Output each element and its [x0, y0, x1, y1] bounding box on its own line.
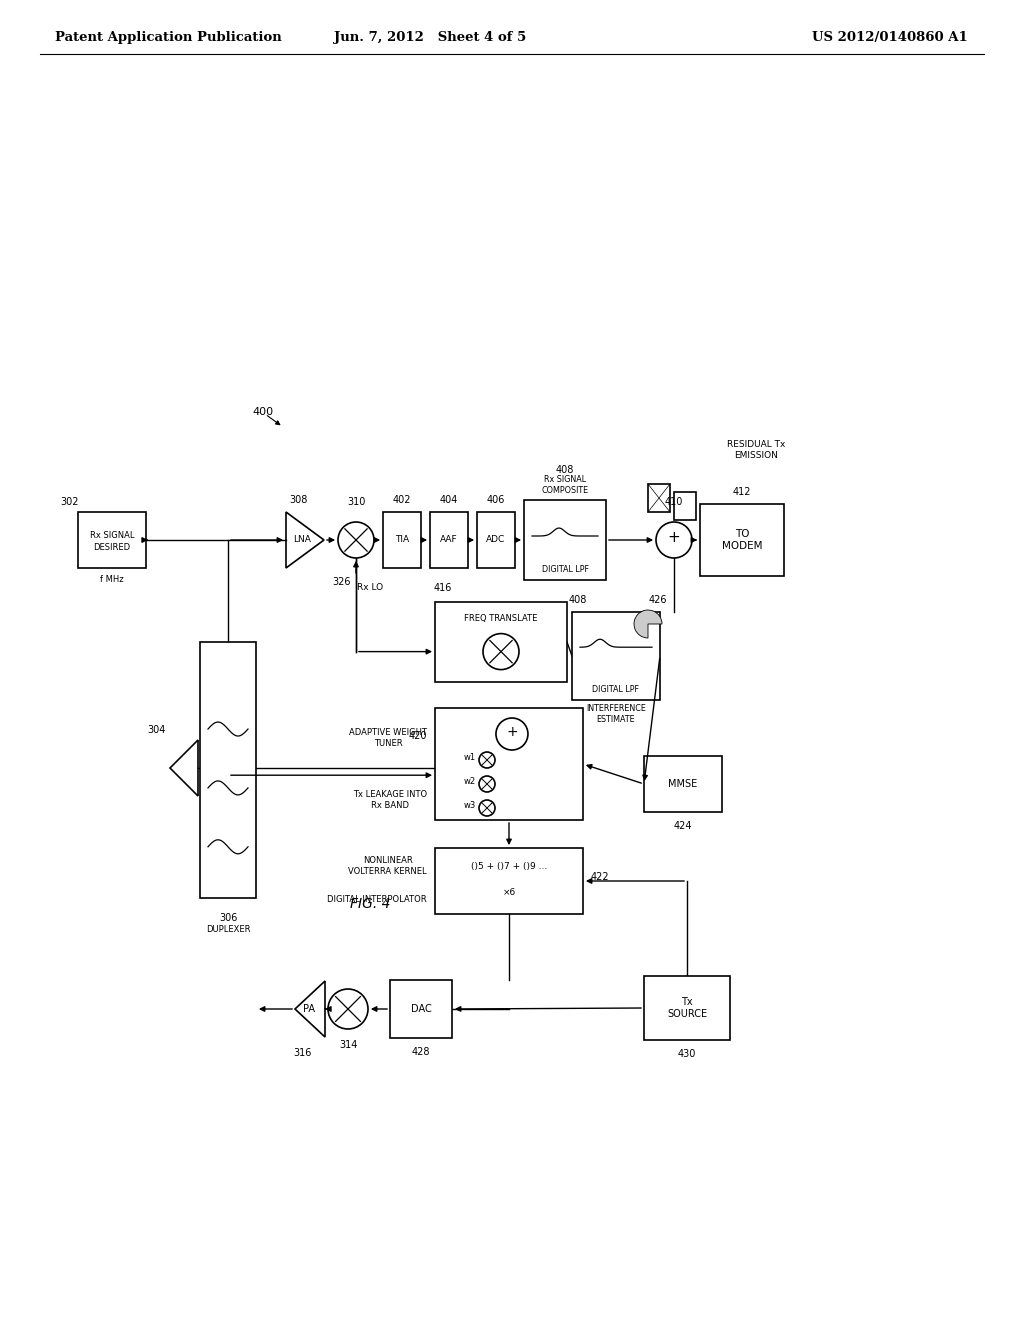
Text: MMSE: MMSE [669, 779, 697, 789]
Text: US 2012/0140860 A1: US 2012/0140860 A1 [812, 30, 968, 44]
Text: INTERFERENCE
ESTIMATE: INTERFERENCE ESTIMATE [586, 705, 646, 723]
Text: Tx
SOURCE: Tx SOURCE [667, 997, 707, 1019]
Text: Patent Application Publication: Patent Application Publication [55, 30, 282, 44]
Text: DAC: DAC [411, 1005, 431, 1014]
Text: 430: 430 [678, 1049, 696, 1059]
Text: DIGITAL LPF: DIGITAL LPF [542, 565, 589, 573]
Text: w2: w2 [464, 776, 476, 785]
Text: 326: 326 [333, 577, 351, 587]
Text: 314: 314 [339, 1040, 357, 1049]
Text: DESIRED: DESIRED [93, 543, 131, 552]
Text: 410: 410 [665, 498, 683, 507]
Text: FIG. 4: FIG. 4 [350, 898, 390, 911]
Text: Rx LO: Rx LO [357, 583, 383, 593]
Text: LNA: LNA [293, 536, 311, 544]
FancyBboxPatch shape [644, 756, 722, 812]
Text: ADC: ADC [486, 536, 506, 544]
Text: PA: PA [303, 1005, 315, 1014]
Text: w3: w3 [464, 800, 476, 809]
Text: 428: 428 [412, 1047, 430, 1057]
Wedge shape [634, 610, 662, 638]
Text: ()5 + ()7 + ()9 ...: ()5 + ()7 + ()9 ... [471, 862, 547, 870]
Text: 304: 304 [146, 725, 165, 735]
FancyBboxPatch shape [435, 847, 583, 913]
Text: 416: 416 [434, 583, 453, 593]
Text: DIGITAL LPF: DIGITAL LPF [593, 685, 640, 693]
FancyBboxPatch shape [524, 500, 606, 579]
FancyBboxPatch shape [644, 975, 730, 1040]
FancyBboxPatch shape [435, 708, 583, 820]
Text: 412: 412 [733, 487, 752, 498]
Text: ADAPTIVE WEIGHT
TUNER: ADAPTIVE WEIGHT TUNER [349, 729, 427, 747]
FancyBboxPatch shape [477, 512, 515, 568]
FancyBboxPatch shape [200, 642, 256, 898]
Text: 404: 404 [440, 495, 458, 506]
Text: 420: 420 [409, 731, 427, 741]
Text: AAF: AAF [440, 536, 458, 544]
Text: TIA: TIA [395, 536, 409, 544]
FancyBboxPatch shape [700, 504, 784, 576]
Text: Tx LEAKAGE INTO
Rx BAND: Tx LEAKAGE INTO Rx BAND [353, 791, 427, 809]
Text: ×6: ×6 [503, 888, 516, 898]
FancyBboxPatch shape [430, 512, 468, 568]
Text: NONLINEAR
VOLTERRA KERNEL: NONLINEAR VOLTERRA KERNEL [348, 857, 427, 875]
FancyBboxPatch shape [78, 512, 146, 568]
Text: 310: 310 [347, 498, 366, 507]
Text: f MHz: f MHz [100, 576, 124, 585]
FancyBboxPatch shape [572, 612, 660, 700]
Text: +: + [506, 725, 518, 739]
FancyBboxPatch shape [674, 492, 696, 520]
Text: DIGITAL INTERPOLATOR: DIGITAL INTERPOLATOR [328, 895, 427, 904]
Text: TO
MODEM: TO MODEM [722, 529, 762, 550]
Text: 422: 422 [591, 873, 609, 882]
Text: w1: w1 [464, 752, 476, 762]
Text: 406: 406 [486, 495, 505, 506]
Text: 426: 426 [649, 595, 668, 605]
FancyBboxPatch shape [383, 512, 421, 568]
Text: DUPLEXER: DUPLEXER [206, 925, 250, 935]
Text: RESIDUAL Tx
EMISSION: RESIDUAL Tx EMISSION [727, 441, 785, 459]
FancyBboxPatch shape [390, 979, 452, 1038]
Text: 408: 408 [556, 465, 574, 475]
Text: 400: 400 [253, 407, 273, 417]
Text: 302: 302 [60, 498, 79, 507]
Text: 316: 316 [294, 1048, 312, 1059]
Text: Jun. 7, 2012   Sheet 4 of 5: Jun. 7, 2012 Sheet 4 of 5 [334, 30, 526, 44]
FancyBboxPatch shape [648, 484, 670, 512]
Text: FREQ TRANSLATE: FREQ TRANSLATE [464, 614, 538, 623]
FancyBboxPatch shape [435, 602, 567, 682]
Text: 424: 424 [674, 821, 692, 832]
Text: 308: 308 [290, 495, 308, 506]
Text: 402: 402 [393, 495, 412, 506]
Text: 306: 306 [219, 913, 238, 923]
Text: Rx SIGNAL
COMPOSITE: Rx SIGNAL COMPOSITE [542, 475, 589, 495]
Text: Rx SIGNAL: Rx SIGNAL [90, 531, 134, 540]
Text: +: + [668, 531, 680, 545]
Text: 408: 408 [568, 595, 587, 605]
